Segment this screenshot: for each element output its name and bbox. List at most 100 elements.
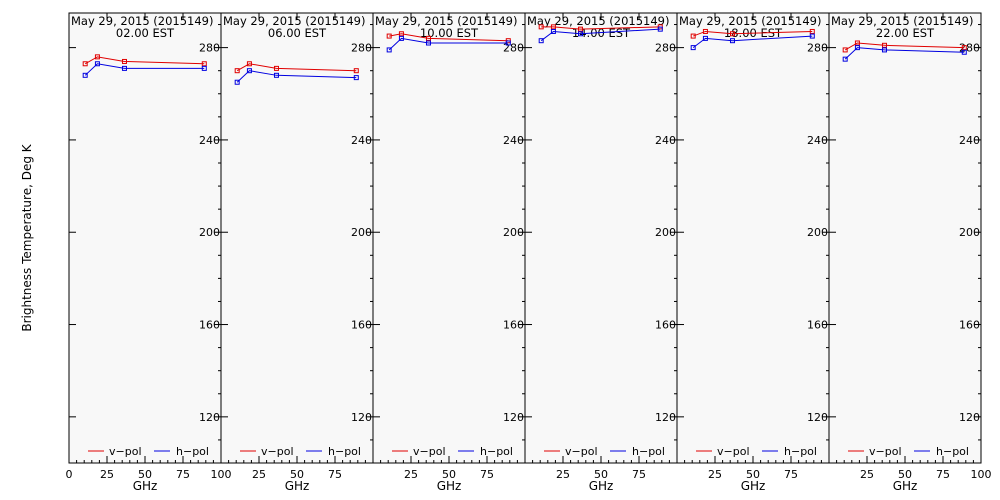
- x-tick-label: 25: [404, 468, 418, 481]
- y-tick-label: 240: [959, 134, 980, 147]
- data-point-v-pol: [386, 33, 392, 39]
- series-line-h-pol: [84, 63, 205, 76]
- panel-subtitle: 22.00 EST: [876, 26, 935, 40]
- y-tick-label: 200: [959, 226, 980, 239]
- x-tick-label: 50: [746, 468, 760, 481]
- series-line-h-pol: [236, 70, 357, 83]
- y-tick-label: 280: [655, 42, 676, 55]
- series-line-v-pol: [236, 63, 357, 72]
- data-point-h-pol: [961, 49, 967, 55]
- panel-subtitle: 02.00 EST: [116, 26, 175, 40]
- y-tick-label: 240: [199, 134, 220, 147]
- x-axis-label: GHz: [741, 479, 766, 493]
- series-line-h-pol: [844, 47, 965, 60]
- x-tick-label: 50: [898, 468, 912, 481]
- legend-label-v-pol: v−pol: [869, 445, 902, 458]
- legend-label-h-pol: h−pol: [480, 445, 513, 458]
- legend-label-h-pol: h−pol: [632, 445, 665, 458]
- x-tick-label: 75: [936, 468, 950, 481]
- data-point-v-pol: [273, 65, 279, 71]
- x-tick-label: 50: [442, 468, 456, 481]
- y-tick-label: 240: [503, 134, 524, 147]
- data-point-h-pol: [505, 40, 511, 46]
- data-point-v-pol: [729, 31, 735, 37]
- panel-title: May 29, 2015 (2015149): [831, 14, 974, 28]
- panel-title: May 29, 2015 (2015149): [679, 14, 822, 28]
- legend-label-v-pol: v−pol: [109, 445, 142, 458]
- panel-subtitle: 10.00 EST: [420, 26, 479, 40]
- plot-area: [676, 12, 830, 464]
- y-tick-label: 280: [807, 42, 828, 55]
- x-axis-label: GHz: [893, 479, 918, 493]
- panel-title: May 29, 2015 (2015149): [223, 14, 366, 28]
- data-point-h-pol: [690, 45, 696, 51]
- series-line-h-pol: [540, 28, 661, 42]
- y-tick-label: 200: [807, 226, 828, 239]
- data-point-h-pol: [201, 65, 207, 71]
- data-point-v-pol: [550, 24, 556, 30]
- y-tick-label: 200: [503, 226, 524, 239]
- panel-title: May 29, 2015 (2015149): [375, 14, 518, 28]
- y-tick-label: 160: [655, 319, 676, 332]
- x-tick-label: 50: [290, 468, 304, 481]
- data-point-v-pol: [854, 40, 860, 46]
- series-line-h-pol: [388, 37, 509, 51]
- data-point-v-pol: [234, 68, 240, 74]
- data-point-h-pol: [809, 33, 815, 39]
- data-point-h-pol: [121, 65, 127, 71]
- panel-2: 25 50 75 120 160 200 240 280 May 29, 2015 (20151…: [220, 12, 374, 493]
- y-tick-label: 160: [959, 319, 980, 332]
- y-tick-label: 120: [503, 411, 524, 424]
- x-tick-label: 75: [632, 468, 646, 481]
- x-tick-label: 75: [784, 468, 798, 481]
- panel-6: 25 50 75 100 120 160 200 240 280 May 29, 2015 (20…: [828, 12, 992, 493]
- x-tick-label: 75: [176, 468, 190, 481]
- data-point-h-pol: [82, 72, 88, 78]
- data-point-h-pol: [386, 47, 392, 53]
- x-tick-label: 75: [328, 468, 342, 481]
- x-tick-label: 50: [594, 468, 608, 481]
- data-point-h-pol: [729, 38, 735, 44]
- data-point-h-pol: [702, 35, 708, 41]
- legend-label-h-pol: h−pol: [784, 445, 817, 458]
- data-point-v-pol: [121, 58, 127, 64]
- y-tick-label: 240: [807, 134, 828, 147]
- data-point-v-pol: [353, 68, 359, 74]
- data-point-v-pol: [702, 28, 708, 34]
- y-tick-label: 120: [807, 411, 828, 424]
- y-tick-label: 280: [959, 42, 980, 55]
- x-tick-label: 25: [100, 468, 114, 481]
- y-tick-label: 120: [199, 411, 220, 424]
- y-tick-label: 160: [351, 319, 372, 332]
- y-tick-label: 280: [199, 42, 220, 55]
- y-tick-label: 200: [655, 226, 676, 239]
- data-point-v-pol: [246, 61, 252, 67]
- y-axis-label: Brightness Temperature, Deg K: [20, 143, 34, 331]
- data-point-h-pol: [425, 40, 431, 46]
- data-point-h-pol: [273, 72, 279, 78]
- y-tick-label: 200: [199, 226, 220, 239]
- x-tick-label: 25: [860, 468, 874, 481]
- panels: 0 25 50 75 100 120 160 200 240 280 May 29, 2015 (2…: [66, 12, 992, 493]
- x-axis-label: GHz: [285, 479, 310, 493]
- x-tick-label: 100: [971, 468, 992, 481]
- data-point-h-pol: [398, 35, 404, 41]
- plot-area: [220, 12, 374, 464]
- data-point-h-pol: [246, 68, 252, 74]
- data-point-h-pol: [353, 75, 359, 81]
- y-tick-label: 240: [655, 134, 676, 147]
- data-point-h-pol: [550, 28, 556, 34]
- data-point-h-pol: [234, 79, 240, 85]
- y-tick-label: 160: [503, 319, 524, 332]
- data-point-h-pol: [538, 38, 544, 44]
- legend-label-v-pol: v−pol: [717, 445, 750, 458]
- data-point-v-pol: [577, 26, 583, 32]
- data-point-v-pol: [881, 42, 887, 48]
- x-tick-label: 100: [211, 468, 232, 481]
- legend-label-v-pol: v−pol: [565, 445, 598, 458]
- data-point-v-pol: [809, 28, 815, 34]
- series-line-v-pol: [84, 56, 205, 65]
- y-tick-label: 160: [199, 319, 220, 332]
